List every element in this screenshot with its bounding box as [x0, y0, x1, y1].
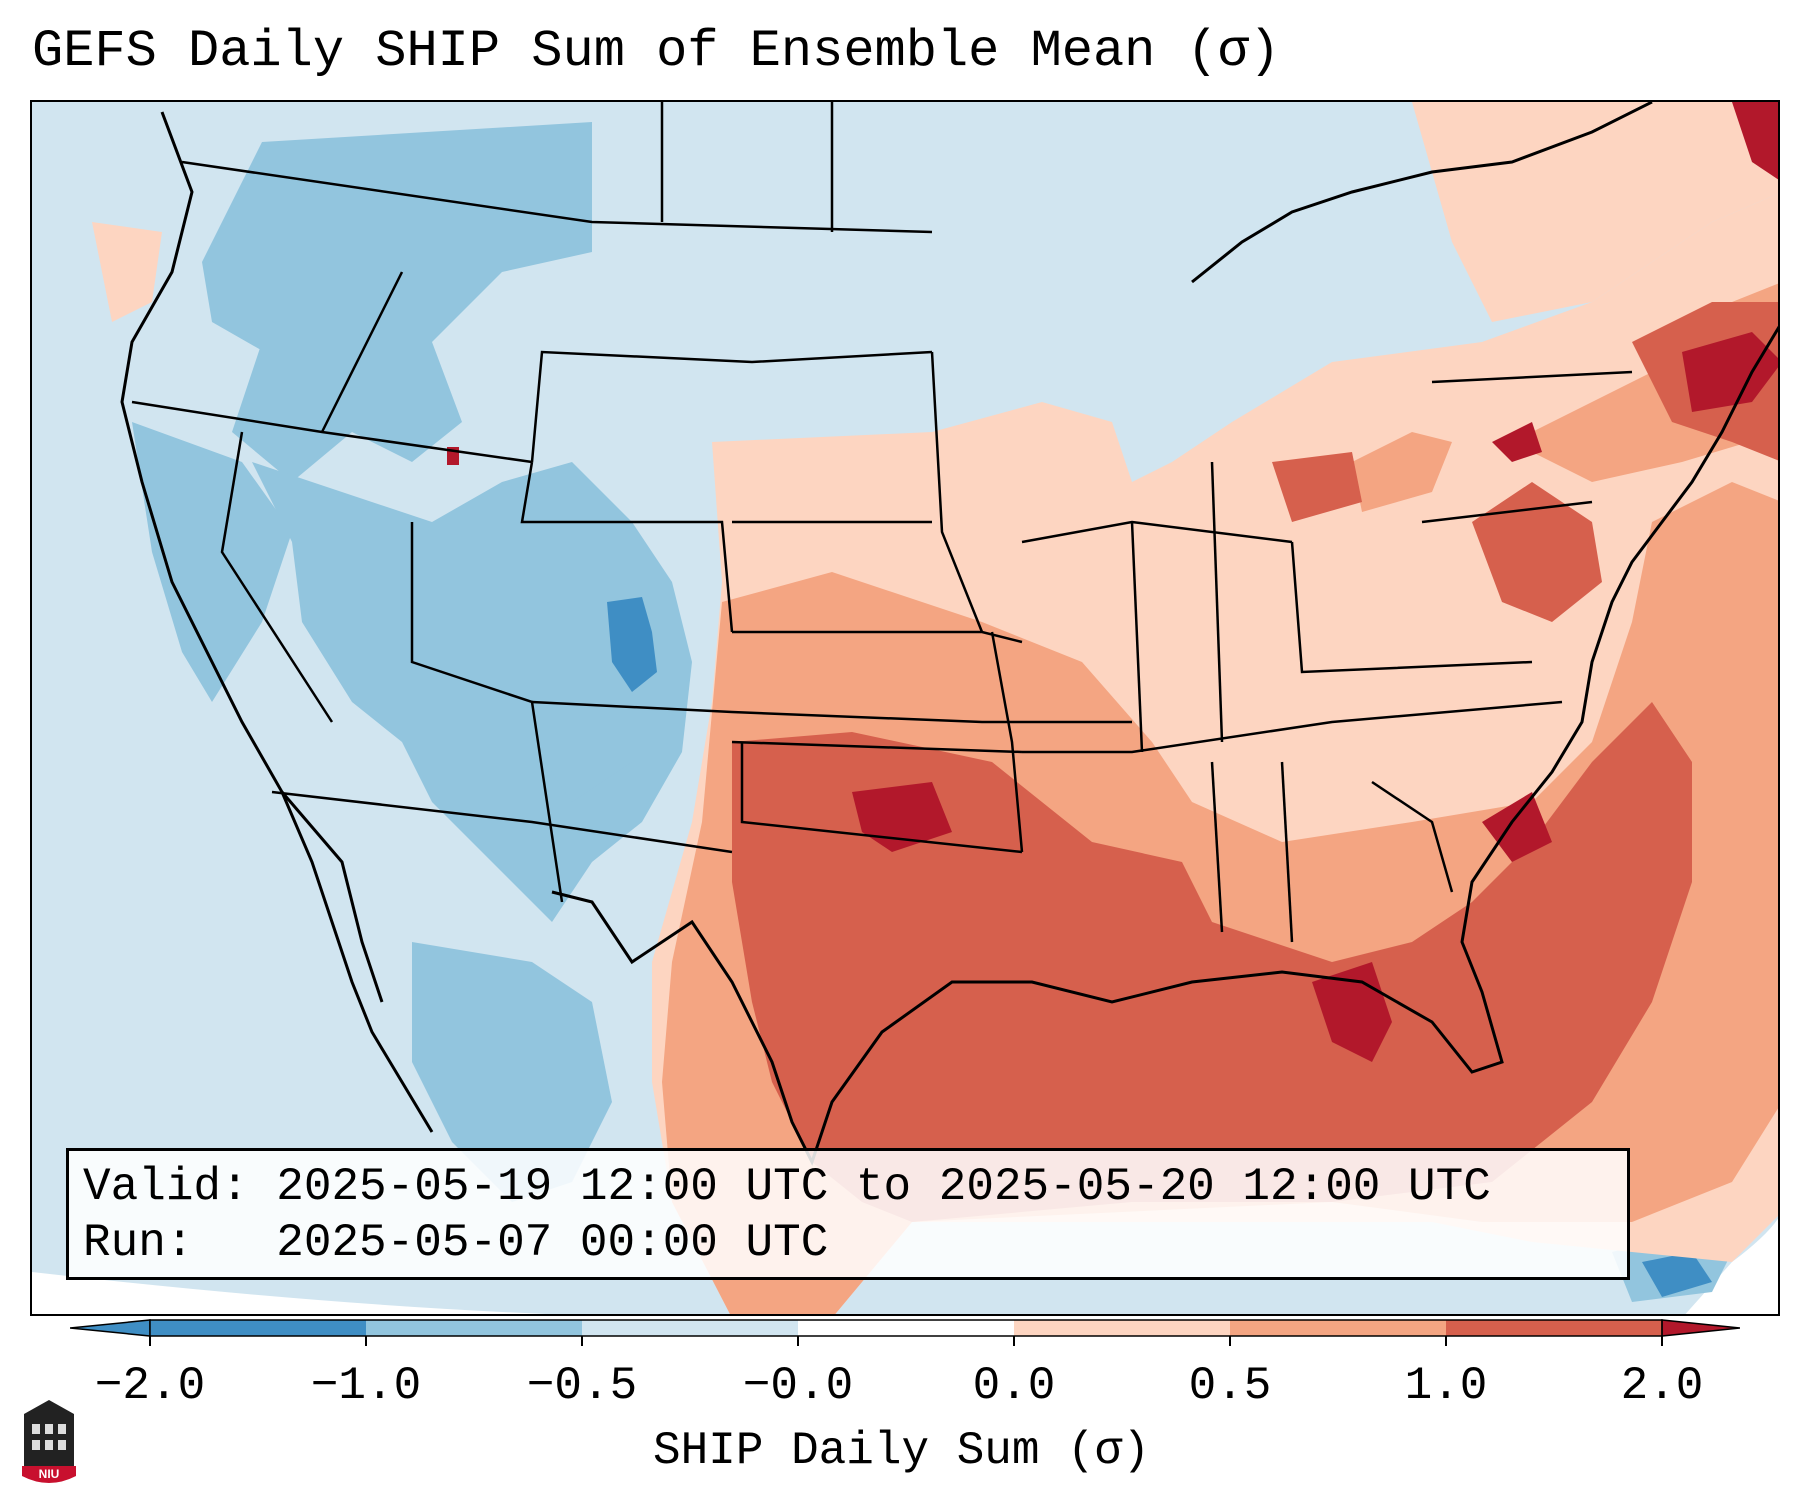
- colorbar-segment-4: [798, 1320, 1014, 1336]
- validity-info-box: Valid: 2025-05-19 12:00 UTC to 2025-05-2…: [66, 1148, 1630, 1280]
- colorbar-title: SHIP Daily Sum (σ): [653, 1425, 1150, 1477]
- colorbar-segment-7: [1446, 1320, 1662, 1336]
- map-canvas: [32, 102, 1778, 1314]
- colorbar-segment-1: [150, 1320, 366, 1336]
- colorbar: [70, 1319, 1740, 1346]
- projection-edge: [32, 1272, 547, 1314]
- colorbar-ticks: [149, 1336, 1663, 1346]
- colorbar-tick-label: 0.0: [972, 1360, 1056, 1412]
- coastlines: [120, 102, 1778, 1166]
- colorbar-tick-label: −0.5: [526, 1360, 638, 1412]
- map-panel: [30, 100, 1780, 1316]
- colorbar-tick-label: −0.0: [742, 1360, 854, 1412]
- colorbar-tick-label: 2.0: [1620, 1360, 1704, 1412]
- colorbar-tick-label: 1.0: [1404, 1360, 1488, 1412]
- colorbar-extend-high: [1661, 1319, 1740, 1337]
- logo-banner: [22, 1466, 76, 1483]
- niu-logo: NIU: [22, 1400, 76, 1483]
- state-borders: [131, 102, 1633, 943]
- colorbar-outline: [149, 1319, 1663, 1337]
- colorbar-extend-low: [70, 1319, 151, 1337]
- colorbar-tick-label: −1.0: [310, 1360, 422, 1412]
- colorbar-tick-label: 0.5: [1188, 1360, 1272, 1412]
- map-title: GEFS Daily SHIP Sum of Ensemble Mean (σ): [32, 22, 1281, 81]
- colorbar-segment-6: [1230, 1320, 1446, 1336]
- colorbar-segment-5: [1014, 1320, 1230, 1336]
- valid-time-text: Valid: 2025-05-19 12:00 UTC to 2025-05-2…: [83, 1161, 1491, 1213]
- strong-positive-anomaly: [732, 302, 1778, 1222]
- colorbar-tick-label: −2.0: [94, 1360, 206, 1412]
- very-strong-positive-anomaly: [447, 102, 1778, 1062]
- colorbar-segment-3: [582, 1320, 798, 1336]
- run-time-text: Run: 2025-05-07 00:00 UTC: [83, 1217, 829, 1269]
- logo-text: NIU: [39, 1467, 60, 1481]
- colorbar-segment-2: [366, 1320, 582, 1336]
- strong-negative-anomaly: [607, 597, 1712, 1297]
